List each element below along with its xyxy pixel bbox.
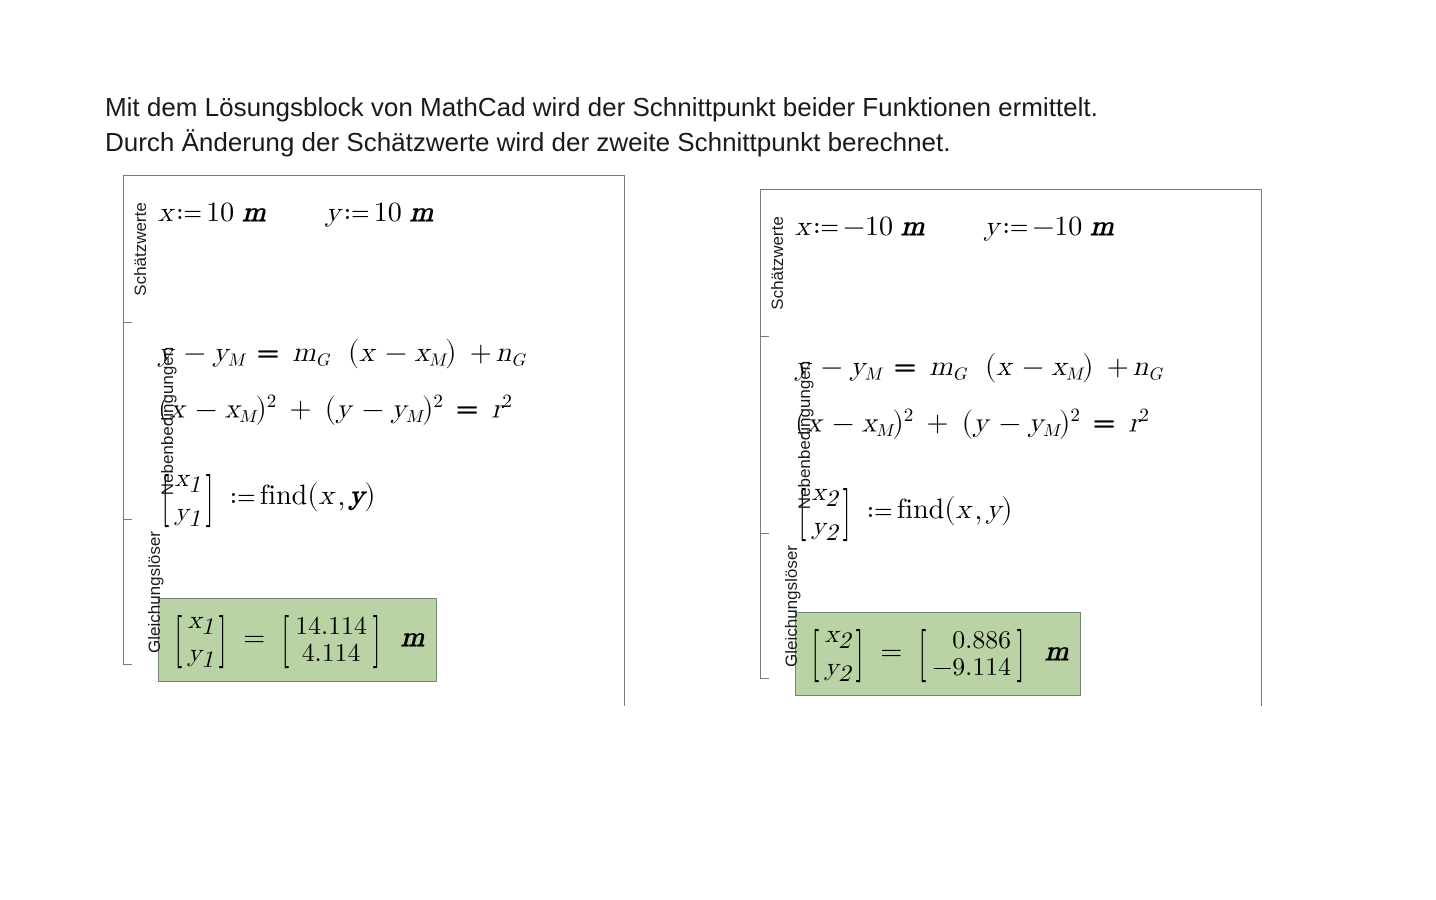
guess-row-2: x≔−10m y≔−10m [795,210,1235,244]
content-2: x≔−10m y≔−10m y − yM = mG (x − xM) +nG (… [769,189,1262,706]
rail-label-guess: Schätzwerte [131,202,151,296]
solve-block-1: Schätzwerte Nebenbedingungen Gleichungsl… [98,175,625,706]
solver-assign-2: [ x2 y2 ] ≔find(x,y) [795,473,1235,545]
guess-x: x≔10m [158,196,266,230]
result-box-2: [ x2 y2 ] = [ 0.886 −9.11 [795,612,1081,696]
constraint-line: y − yM = mG (x − xM) +nG [158,334,598,372]
solve-block-2: Schätzwerte Nebenbedingungen Gleichungsl… [735,189,1262,706]
intro-line-2: Durch Änderung der Schätzwerte wird der … [105,125,1098,160]
guess-y-2: y≔−10m [984,210,1113,244]
solver-assign: [ x1 y1 ] ≔find(x,y) [158,459,598,531]
rail-label-solver: Gleichungslöser [145,531,165,653]
intro-line-1: Mit dem Lösungsblock von MathCad wird de… [105,90,1098,125]
rail-label-solver-2: Gleichungslöser [782,545,802,667]
rail-1: Schätzwerte Nebenbedingungen Gleichungsl… [98,175,132,706]
intro-text: Mit dem Lösungsblock von MathCad wird de… [105,90,1098,160]
rail-label-guess-2: Schätzwerte [768,216,788,310]
constraint-circle: (x − xM)2 + (y − yM)2 = r2 [158,390,598,428]
result-box-1: [ x1 y1 ] = [ 14.114 4.11 [158,598,437,682]
constraint-line-2: y − yM = mG (x − xM) +nG [795,348,1235,386]
rail-2: Schätzwerte Nebenbedingungen Gleichungsl… [735,189,769,706]
page: Mit dem Lösungsblock von MathCad wird de… [0,0,1436,900]
constraint-circle-2: (x − xM)2 + (y − yM)2 = r2 [795,404,1235,442]
content-1: x≔10m y≔10m y − yM = mG (x − xM) +nG (x … [132,175,625,706]
solve-columns: Schätzwerte Nebenbedingungen Gleichungsl… [98,175,1262,706]
guess-row: x≔10m y≔10m [158,196,598,230]
guess-x-2: x≔−10m [795,210,924,244]
guess-y: y≔10m [326,196,434,230]
